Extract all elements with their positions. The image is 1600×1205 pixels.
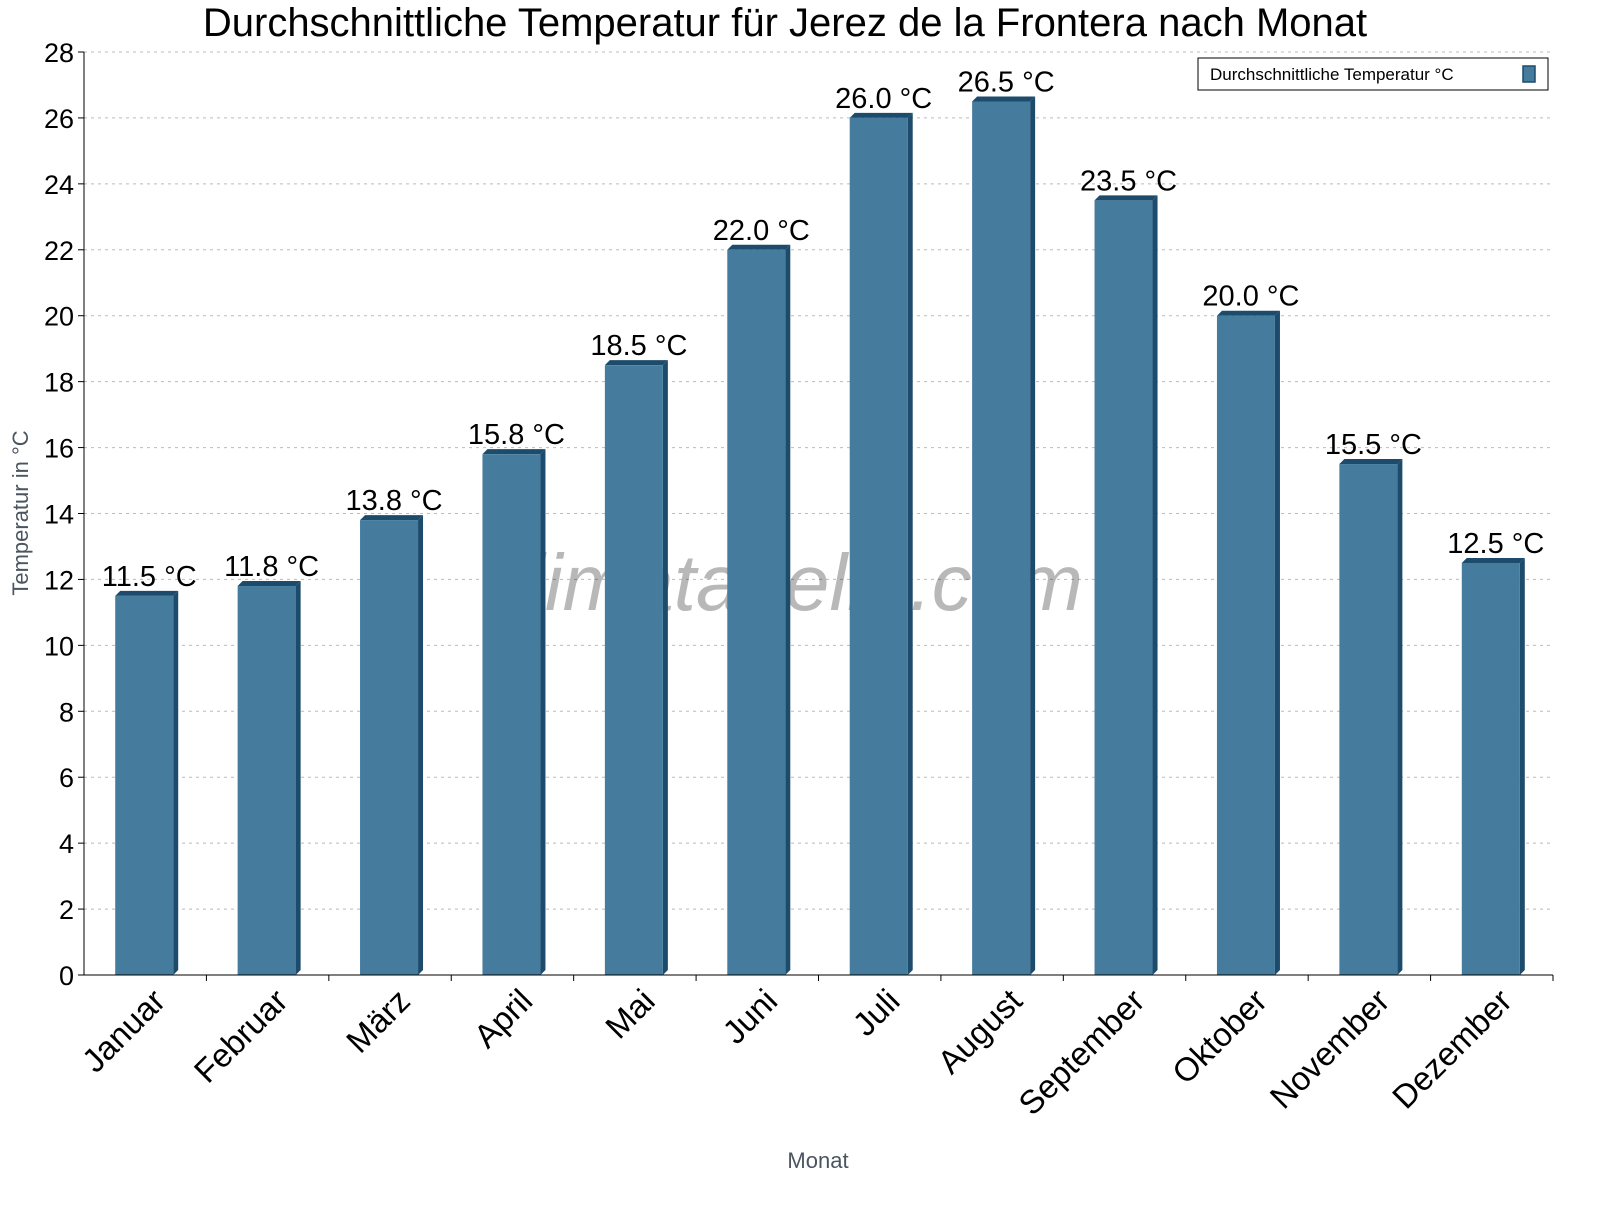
legend-swatch [1522,65,1536,83]
bar-side [907,112,913,975]
bar-top [237,581,301,587]
x-axis-label: Monat [787,1148,848,1173]
data-label: 15.8 °C [468,419,565,451]
bar-top [482,449,546,455]
bar [1094,200,1153,975]
bar-top [1461,557,1525,563]
bar-side [540,449,546,975]
bar-top [1094,195,1158,201]
bar-top [604,360,668,366]
y-tick-label: 6 [59,763,74,793]
data-label: 23.5 °C [1080,165,1177,197]
bar [1461,562,1520,975]
data-label: 20.0 °C [1202,281,1299,313]
chart-title: Durchschnittliche Temperatur für Jerez d… [203,1,1367,45]
bar-top [115,590,179,596]
bar-side [662,360,668,975]
x-tick-label: Juni [715,982,784,1051]
bar [1216,315,1275,975]
y-tick-label: 14 [44,500,74,530]
y-tick-label: 10 [44,631,74,661]
x-tick-label: Mai [598,982,662,1046]
bar [727,249,786,976]
bar-side [295,581,301,975]
x-tick-label: Januar [75,982,173,1080]
bar-side [1152,195,1158,975]
bar-side [1397,459,1403,975]
x-tick-label: Dezember [1385,982,1519,1116]
bar-side [418,515,424,975]
bar-top [849,112,913,118]
data-label: 18.5 °C [590,330,687,362]
y-tick-label: 16 [44,434,74,464]
x-tick-label: September [1011,982,1151,1122]
y-axis-label: Temperatur in °C [8,430,33,595]
y-tick-label: 20 [44,302,74,332]
y-tick-label: 26 [44,104,74,134]
bar [849,117,908,975]
bar-side [1519,557,1525,975]
x-tick-label: November [1263,982,1397,1116]
legend: Durchschnittliche Temperatur °C [1197,57,1549,91]
data-label: 12.5 °C [1447,528,1544,560]
y-tick-label: 4 [59,829,74,859]
bars: 11.5 °C 11.8 °C 13.8 °C 15.8 °C 18.5 °C 22.0 … [102,66,1544,976]
bar [972,101,1031,976]
bar-side [1274,310,1280,975]
grid-lines [84,51,1553,910]
bar [237,586,296,975]
x-tick-label: Februar [187,982,295,1090]
legend-label: Durchschnittliche Temperatur °C [1210,65,1454,84]
bar-top [972,96,1036,102]
bar [604,365,663,975]
data-label: 11.5 °C [102,561,197,593]
data-label: 22.0 °C [713,215,810,247]
y-tick-label: 12 [44,565,74,595]
y-tick-label: 22 [44,236,74,266]
bar [482,454,541,975]
bar-top [360,515,424,521]
bar-side [785,244,791,976]
x-tick-label: August [930,982,1029,1081]
data-label: 11.8 °C [224,551,319,583]
x-tick-label: März [339,982,417,1060]
x-tick-label: April [467,982,540,1055]
bar-top [727,244,791,250]
y-tick-label: 24 [44,170,74,200]
y-tick-label: 2 [59,895,74,925]
bar-top [1216,310,1280,316]
x-tick-label: Juli [845,982,906,1043]
bar [360,520,419,975]
bar-side [173,590,179,975]
x-tick-label: Oktober [1165,982,1274,1091]
y-tick-label: 28 [44,38,74,68]
bar-side [1030,96,1036,976]
bar [1339,464,1398,975]
bar [115,595,174,975]
data-label: 15.5 °C [1325,429,1422,461]
y-tick-label: 18 [44,368,74,398]
bar-top [1339,459,1403,465]
data-label: 26.5 °C [958,66,1055,98]
data-label: 13.8 °C [346,485,443,517]
y-tick-label: 0 [59,961,74,991]
data-label: 26.0 °C [835,83,932,115]
y-tick-label: 8 [59,697,74,727]
